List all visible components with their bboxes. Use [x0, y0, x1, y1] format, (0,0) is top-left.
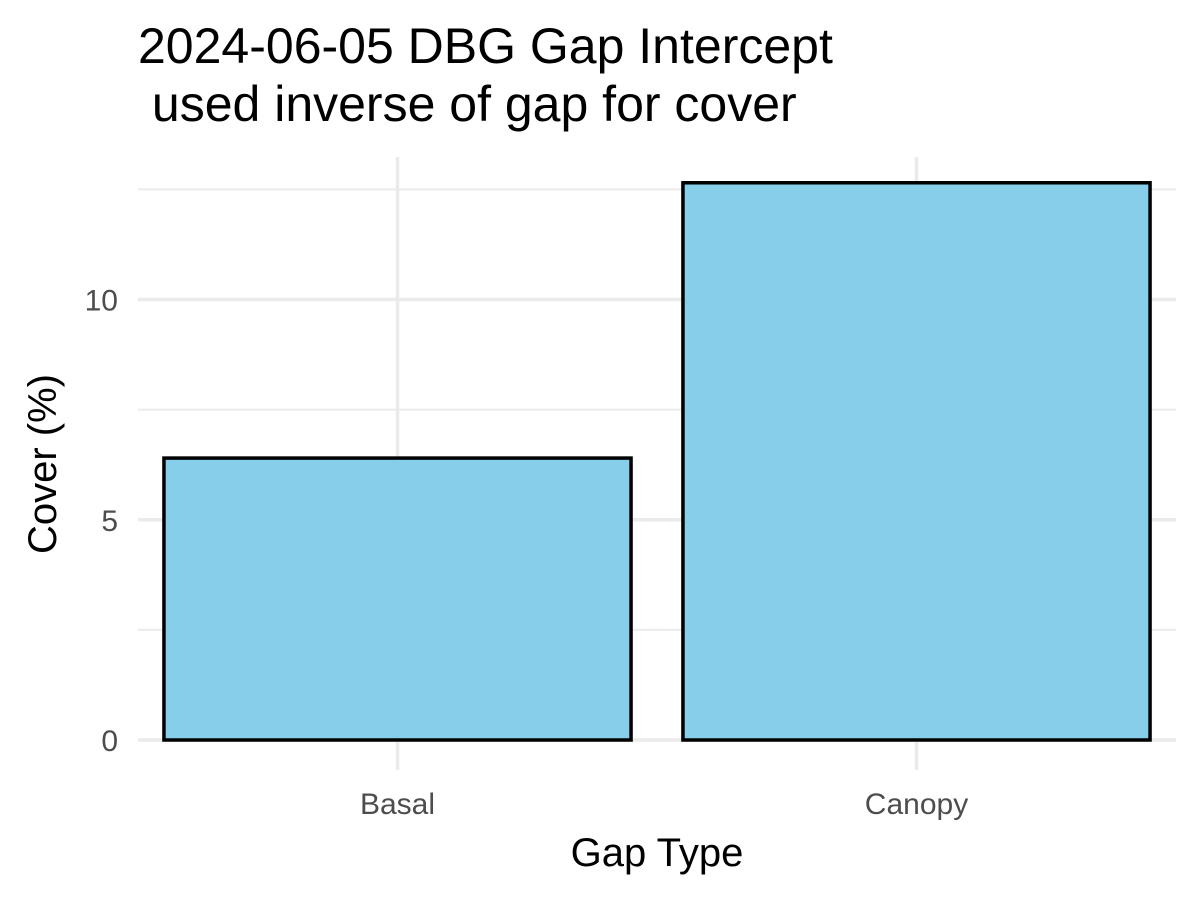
y-tick-label: 5 [101, 505, 118, 538]
y-tick-label: 10 [85, 285, 118, 318]
y-tick-label: 0 [101, 725, 118, 758]
chart-title-line-1: 2024-06-05 DBG Gap Intercept [138, 18, 833, 74]
x-axis-title: Gap Type [571, 831, 744, 875]
bar-canopy [681, 181, 1152, 742]
chart-title-line-2: used inverse of gap for cover [138, 76, 797, 132]
x-tick-label: Basal [360, 788, 435, 821]
plot-area: 0 5 10 Basal Canopy [85, 157, 1176, 821]
bar-basal [162, 456, 633, 742]
x-tick-label: Canopy [865, 788, 968, 821]
y-axis-title: Cover (%) [21, 374, 65, 554]
